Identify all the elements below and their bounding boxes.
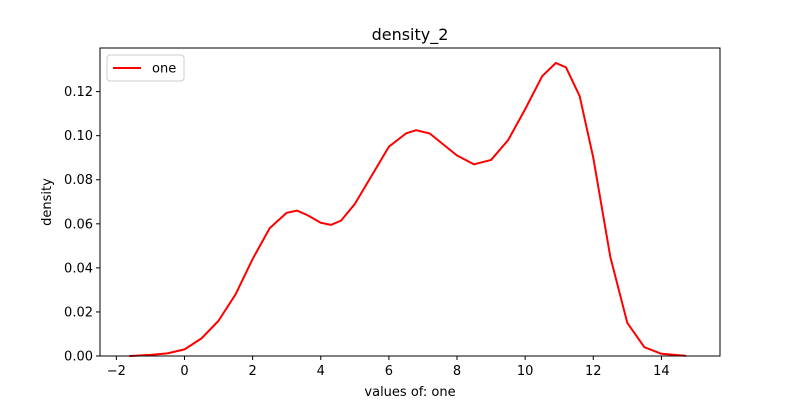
plot-area: −2 0 2 4 6 8 10 12 14 0.00 0.02 0.04 0.06 0.08 0.10 0.1… (64, 47, 721, 379)
x-tick-label: 0 (180, 364, 188, 379)
y-axis-label: density (40, 178, 55, 226)
x-tick-label: 10 (517, 364, 534, 379)
y-tick-label: 0.10 (64, 129, 93, 144)
chart-title: density_2 (372, 25, 449, 45)
x-tick-label: 8 (453, 364, 461, 379)
y-tick-label: 0.12 (64, 85, 93, 100)
legend: one (106, 54, 185, 82)
x-tick-label: −2 (107, 364, 126, 379)
y-tick-label: 0.04 (64, 261, 93, 276)
legend-label: one (152, 62, 176, 77)
series-line-one (128, 61, 687, 357)
x-axis-label: values of: one (364, 385, 455, 400)
legend-box (106, 54, 185, 82)
axes-frame (99, 47, 721, 357)
y-tick-label: 0.06 (64, 217, 93, 232)
x-tick-label: 6 (385, 364, 393, 379)
x-tick-label: 14 (653, 364, 670, 379)
x-tick-label: 12 (585, 364, 602, 379)
y-tick-label: 0.08 (64, 173, 93, 188)
x-tick-label: 2 (248, 364, 256, 379)
x-tick-label: 4 (317, 364, 325, 379)
y-tick-label: 0.00 (64, 350, 93, 365)
y-tick-label: 0.02 (64, 305, 93, 320)
